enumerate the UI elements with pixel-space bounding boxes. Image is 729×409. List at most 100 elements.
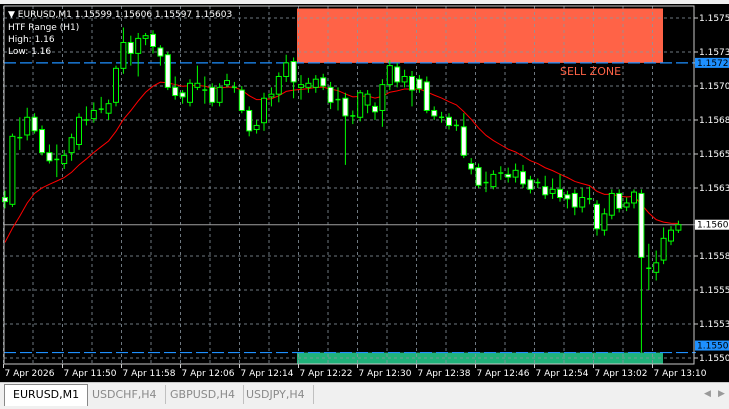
time-label: 7 Apr 12:06 xyxy=(182,369,235,379)
candle-body[interactable] xyxy=(520,171,526,185)
tab-usdjpy-h4[interactable]: USDJPY,H4 xyxy=(238,385,314,404)
candle-body[interactable] xyxy=(446,116,452,126)
candle-body[interactable] xyxy=(157,47,164,57)
candle-body[interactable] xyxy=(312,78,319,88)
scroll-right-icon[interactable]: ▶ xyxy=(718,389,725,399)
candle-body[interactable] xyxy=(150,33,156,48)
candle-body[interactable] xyxy=(68,137,75,154)
candle-body[interactable] xyxy=(416,78,423,90)
candle-body[interactable] xyxy=(187,82,193,103)
candle-body[interactable] xyxy=(194,82,201,88)
candle-body[interactable] xyxy=(142,35,149,39)
price-tick-label: 1.15705 xyxy=(699,82,729,92)
candle-body[interactable] xyxy=(549,188,556,194)
candle-body[interactable] xyxy=(275,75,282,95)
candle-body[interactable] xyxy=(31,116,38,132)
candle-body[interactable] xyxy=(164,54,171,88)
candle-body[interactable] xyxy=(579,197,586,208)
candle-body[interactable] xyxy=(660,237,667,261)
tab-usdchf-h4[interactable]: USDCHF,H4 xyxy=(84,385,166,404)
candle-body[interactable] xyxy=(9,135,16,205)
candle-body[interactable] xyxy=(179,92,186,98)
candle-body[interactable] xyxy=(409,75,415,91)
collapse-triangle-icon[interactable]: ▼ xyxy=(8,10,15,20)
candle-body[interactable] xyxy=(39,129,45,154)
candle-body[interactable] xyxy=(394,66,401,83)
time-label: 7 Apr 12:38 xyxy=(418,369,471,379)
candle-body[interactable] xyxy=(224,80,230,86)
candle-body[interactable] xyxy=(653,262,660,273)
candle-body[interactable] xyxy=(601,213,608,231)
candle-body[interactable] xyxy=(505,173,512,178)
candle-body[interactable] xyxy=(423,81,430,111)
candle-body[interactable] xyxy=(283,62,290,77)
tab-gbpusd-h4[interactable]: GBPUSD,H4 xyxy=(162,385,244,404)
time-label: 7 Apr 12:54 xyxy=(536,369,589,379)
candle-body[interactable] xyxy=(253,124,260,131)
candle-body[interactable] xyxy=(379,84,386,111)
tab-eurusd-m1[interactable]: EURUSD,M1 xyxy=(4,384,89,406)
candle-body[interactable] xyxy=(261,97,267,124)
candle-body[interactable] xyxy=(216,86,223,103)
candle-body[interactable] xyxy=(542,186,549,196)
candle-body[interactable] xyxy=(468,163,475,170)
candle-body[interactable] xyxy=(298,84,304,88)
candle-body[interactable] xyxy=(246,109,253,132)
sell-zone[interactable] xyxy=(297,8,663,63)
candle-body[interactable] xyxy=(61,154,68,165)
candle-body[interactable] xyxy=(90,109,97,120)
candle-body[interactable] xyxy=(675,224,682,231)
candle-body[interactable] xyxy=(2,197,8,203)
price-chart[interactable]: 1.15755 1.15730 1.15705 1.15680 1.15655 1.156… xyxy=(0,4,729,382)
candle-body[interactable] xyxy=(401,75,408,83)
candle-body[interactable] xyxy=(608,192,615,216)
candle-body[interactable] xyxy=(113,67,119,103)
candle-body[interactable] xyxy=(490,173,497,188)
candle-body[interactable] xyxy=(120,41,127,69)
candle-body[interactable] xyxy=(364,93,371,106)
candle-body[interactable] xyxy=(24,116,31,136)
candle-body[interactable] xyxy=(76,116,82,145)
indicator-low: Low: 1.16 xyxy=(8,47,52,57)
candle-body[interactable] xyxy=(631,191,637,204)
candle-body[interactable] xyxy=(172,86,179,97)
candle-body[interactable] xyxy=(127,41,134,54)
candle-body[interactable] xyxy=(342,97,349,117)
price-tick-label: 1.15580 xyxy=(699,252,729,262)
time-label: 7 Apr 13:10 xyxy=(654,369,707,379)
candle-body[interactable] xyxy=(268,93,275,98)
candle-body[interactable] xyxy=(305,82,312,88)
candle-body[interactable] xyxy=(431,109,438,117)
candle-body[interactable] xyxy=(623,202,630,208)
candle-body[interactable] xyxy=(290,61,297,83)
candle-body[interactable] xyxy=(557,188,563,199)
candle-body[interactable] xyxy=(209,86,216,103)
candle-body[interactable] xyxy=(386,65,393,86)
candle-body[interactable] xyxy=(46,152,53,162)
candle-body[interactable] xyxy=(616,192,623,209)
candle-body[interactable] xyxy=(460,126,467,156)
sell-zone-line-price-label: 1.15722 xyxy=(697,59,729,69)
candle-body[interactable] xyxy=(105,103,112,114)
chart-window[interactable]: 1.15755 1.15730 1.15705 1.15680 1.15655 1.156… xyxy=(0,4,729,382)
candle-body[interactable] xyxy=(372,105,378,113)
buy-zone-line-price-label: 1.15509 xyxy=(697,342,729,352)
candle-body[interactable] xyxy=(571,192,578,208)
candle-body[interactable] xyxy=(238,89,245,111)
candle-body[interactable] xyxy=(594,203,600,230)
candle-body[interactable] xyxy=(668,229,674,242)
candle-body[interactable] xyxy=(327,86,334,103)
time-label: 7 Apr 12:46 xyxy=(477,369,530,379)
candle-body[interactable] xyxy=(512,169,519,178)
candle-body[interactable] xyxy=(527,179,534,190)
scroll-left-icon[interactable]: ◀ xyxy=(704,389,711,399)
time-label: 7 Apr 12:30 xyxy=(359,369,412,379)
candle-body[interactable] xyxy=(564,194,571,200)
candle-body[interactable] xyxy=(320,77,327,87)
candle-body[interactable] xyxy=(638,192,645,258)
candle-body[interactable] xyxy=(357,92,364,118)
moving-average-line xyxy=(4,81,679,243)
candle-body[interactable] xyxy=(135,37,142,54)
current-price-label: 1.15603 xyxy=(697,221,729,231)
candle-body[interactable] xyxy=(475,167,482,186)
